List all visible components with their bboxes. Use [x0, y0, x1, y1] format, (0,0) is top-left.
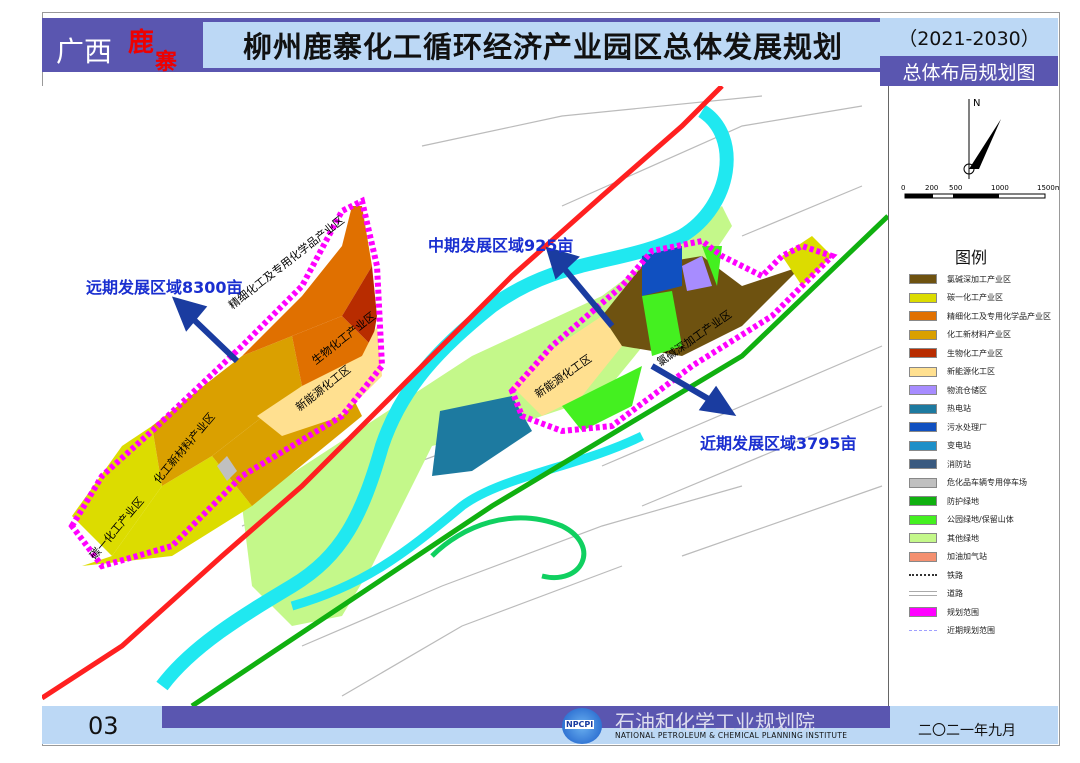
- legend-swatch: [909, 422, 937, 433]
- legend-label: 污水处理厂: [947, 422, 987, 432]
- legend-swatch: [909, 311, 937, 322]
- svg-text:0: 0: [901, 184, 905, 192]
- legend-label: 物流仓储区: [947, 385, 987, 395]
- county-char-1: 鹿: [128, 28, 155, 58]
- map-canvas: [42, 86, 888, 706]
- region-label: 广西: [56, 35, 113, 68]
- main-road: [42, 86, 724, 701]
- legend-swatch: [909, 629, 937, 632]
- legend-swatch: [909, 366, 937, 377]
- header-left-band: [42, 18, 197, 72]
- river: [156, 105, 734, 691]
- near-term-annotation: 近期发展区域3795亩: [700, 434, 857, 453]
- legend-item: 新能源化工区: [909, 363, 1051, 382]
- institute-logo: NPCPI: [562, 708, 602, 744]
- svg-text:1500m: 1500m: [1037, 184, 1059, 192]
- legend-label: 消防站: [947, 459, 971, 469]
- svg-text:200: 200: [925, 184, 938, 192]
- legend-item: 精细化工及专用化学品产业区: [909, 307, 1051, 326]
- institute-name-en: NATIONAL PETROLEUM & CHEMICAL PLANNING I…: [615, 731, 848, 740]
- page-number: 03: [88, 712, 119, 740]
- north-label: N: [973, 98, 980, 109]
- thermal-plant: [432, 396, 532, 476]
- legend-label: 生物化工产业区: [947, 348, 1003, 358]
- institute-name: 石油和化学工业规划院: [615, 710, 815, 734]
- green-belt: [190, 214, 888, 706]
- legend-title: 图例: [955, 248, 988, 267]
- legend-label: 危化品车辆专用停车场: [947, 478, 1027, 488]
- far-term-annotation: 远期发展区域8300亩: [86, 278, 243, 297]
- legend-label: 化工新材料产业区: [947, 330, 1011, 340]
- legend-panel: N 0 200 500 1000 1500m 图例 氯碱深加工产业区 碳一化工产业区精…: [888, 86, 1059, 706]
- legend-label: 加油加气站: [947, 552, 987, 562]
- publish-date: 二〇二一年九月: [918, 723, 1016, 739]
- legend-item: 近期规划范围: [909, 622, 1051, 641]
- legend-item: 氯碱深加工产业区: [909, 270, 1051, 289]
- legend-label: 热电站: [947, 404, 971, 414]
- east-zone: [508, 236, 838, 435]
- legend-swatch: [909, 440, 937, 451]
- plan-years: （2021-2030）: [880, 18, 1058, 56]
- legend-item: 消防站: [909, 455, 1051, 474]
- legend-swatch: [909, 348, 937, 359]
- mid-term-annotation: 中期发展区域925亩: [428, 236, 574, 255]
- legend-item: 公园绿地/保留山体: [909, 511, 1051, 530]
- legend-item: 化工新材料产业区: [909, 326, 1051, 345]
- legend-swatch: [909, 496, 937, 507]
- legend-swatch: [909, 403, 937, 414]
- legend-swatch: [909, 459, 937, 470]
- legend-swatch: [909, 574, 937, 577]
- legend-label: 近期规划范围: [947, 626, 995, 636]
- legend-item: 污水处理厂: [909, 418, 1051, 437]
- legend-label: 其他绿地: [947, 533, 979, 543]
- page-title: 柳州鹿寨化工循环经济产业园区总体发展规划: [197, 22, 883, 68]
- legend-swatch: [909, 591, 937, 597]
- roads: [241, 95, 883, 697]
- legend-item: 规划范围: [909, 603, 1051, 622]
- map-subtitle: 总体布局规划图: [880, 56, 1058, 86]
- legend-swatch: [909, 533, 937, 544]
- legend-item: 其他绿地: [909, 529, 1051, 548]
- legend-item: 物流仓储区: [909, 381, 1051, 400]
- legend-label: 铁路: [947, 570, 963, 580]
- legend-item: 热电站: [909, 400, 1051, 419]
- footer-band: [162, 706, 890, 728]
- legend-swatch: [909, 607, 937, 618]
- legend-item: 危化品车辆专用停车场: [909, 474, 1051, 493]
- legend-swatch: [909, 514, 937, 525]
- svg-text:1000: 1000: [991, 184, 1009, 192]
- west-zone: [68, 196, 386, 570]
- compass-icon: N: [963, 98, 1001, 179]
- legend-label: 防护绿地: [947, 496, 979, 506]
- legend-label: 碳一化工产业区: [947, 293, 1003, 303]
- svg-text:500: 500: [949, 184, 962, 192]
- legend-item: 铁路: [909, 566, 1051, 585]
- legend-list: 氯碱深加工产业区 碳一化工产业区精细化工及专用化学品产业区 化工新材料产业区 生物化工…: [909, 270, 1051, 640]
- legend-item: 加油加气站: [909, 548, 1051, 567]
- county-char-2: 寨: [155, 50, 178, 75]
- legend-swatch: [909, 477, 937, 488]
- legend-swatch: [909, 385, 937, 396]
- legend-item: 变电站: [909, 437, 1051, 456]
- legend-swatch: [909, 329, 937, 340]
- legend-item: 道路: [909, 585, 1051, 604]
- direction-arrows: [171, 246, 737, 417]
- legend-item: 碳一化工产业区: [909, 289, 1051, 308]
- legend-item: 生物化工产业区: [909, 344, 1051, 363]
- stream: [430, 515, 587, 580]
- legend-swatch: [909, 551, 937, 562]
- legend-label: 公园绿地/保留山体: [947, 515, 1014, 525]
- scale-bar: 0 200 500 1000 1500m: [901, 184, 1059, 199]
- legend-swatch: [909, 274, 937, 285]
- legend-label: 规划范围: [947, 607, 979, 617]
- legend-item: 防护绿地: [909, 492, 1051, 511]
- legend-label: 道路: [947, 589, 963, 599]
- legend-label: 变电站: [947, 441, 971, 451]
- legend-label: 新能源化工区: [947, 367, 995, 377]
- legend-swatch: [909, 292, 937, 303]
- legend-label: 精细化工及专用化学品产业区: [947, 311, 1051, 321]
- legend-label: 氯碱深加工产业区: [947, 274, 1011, 284]
